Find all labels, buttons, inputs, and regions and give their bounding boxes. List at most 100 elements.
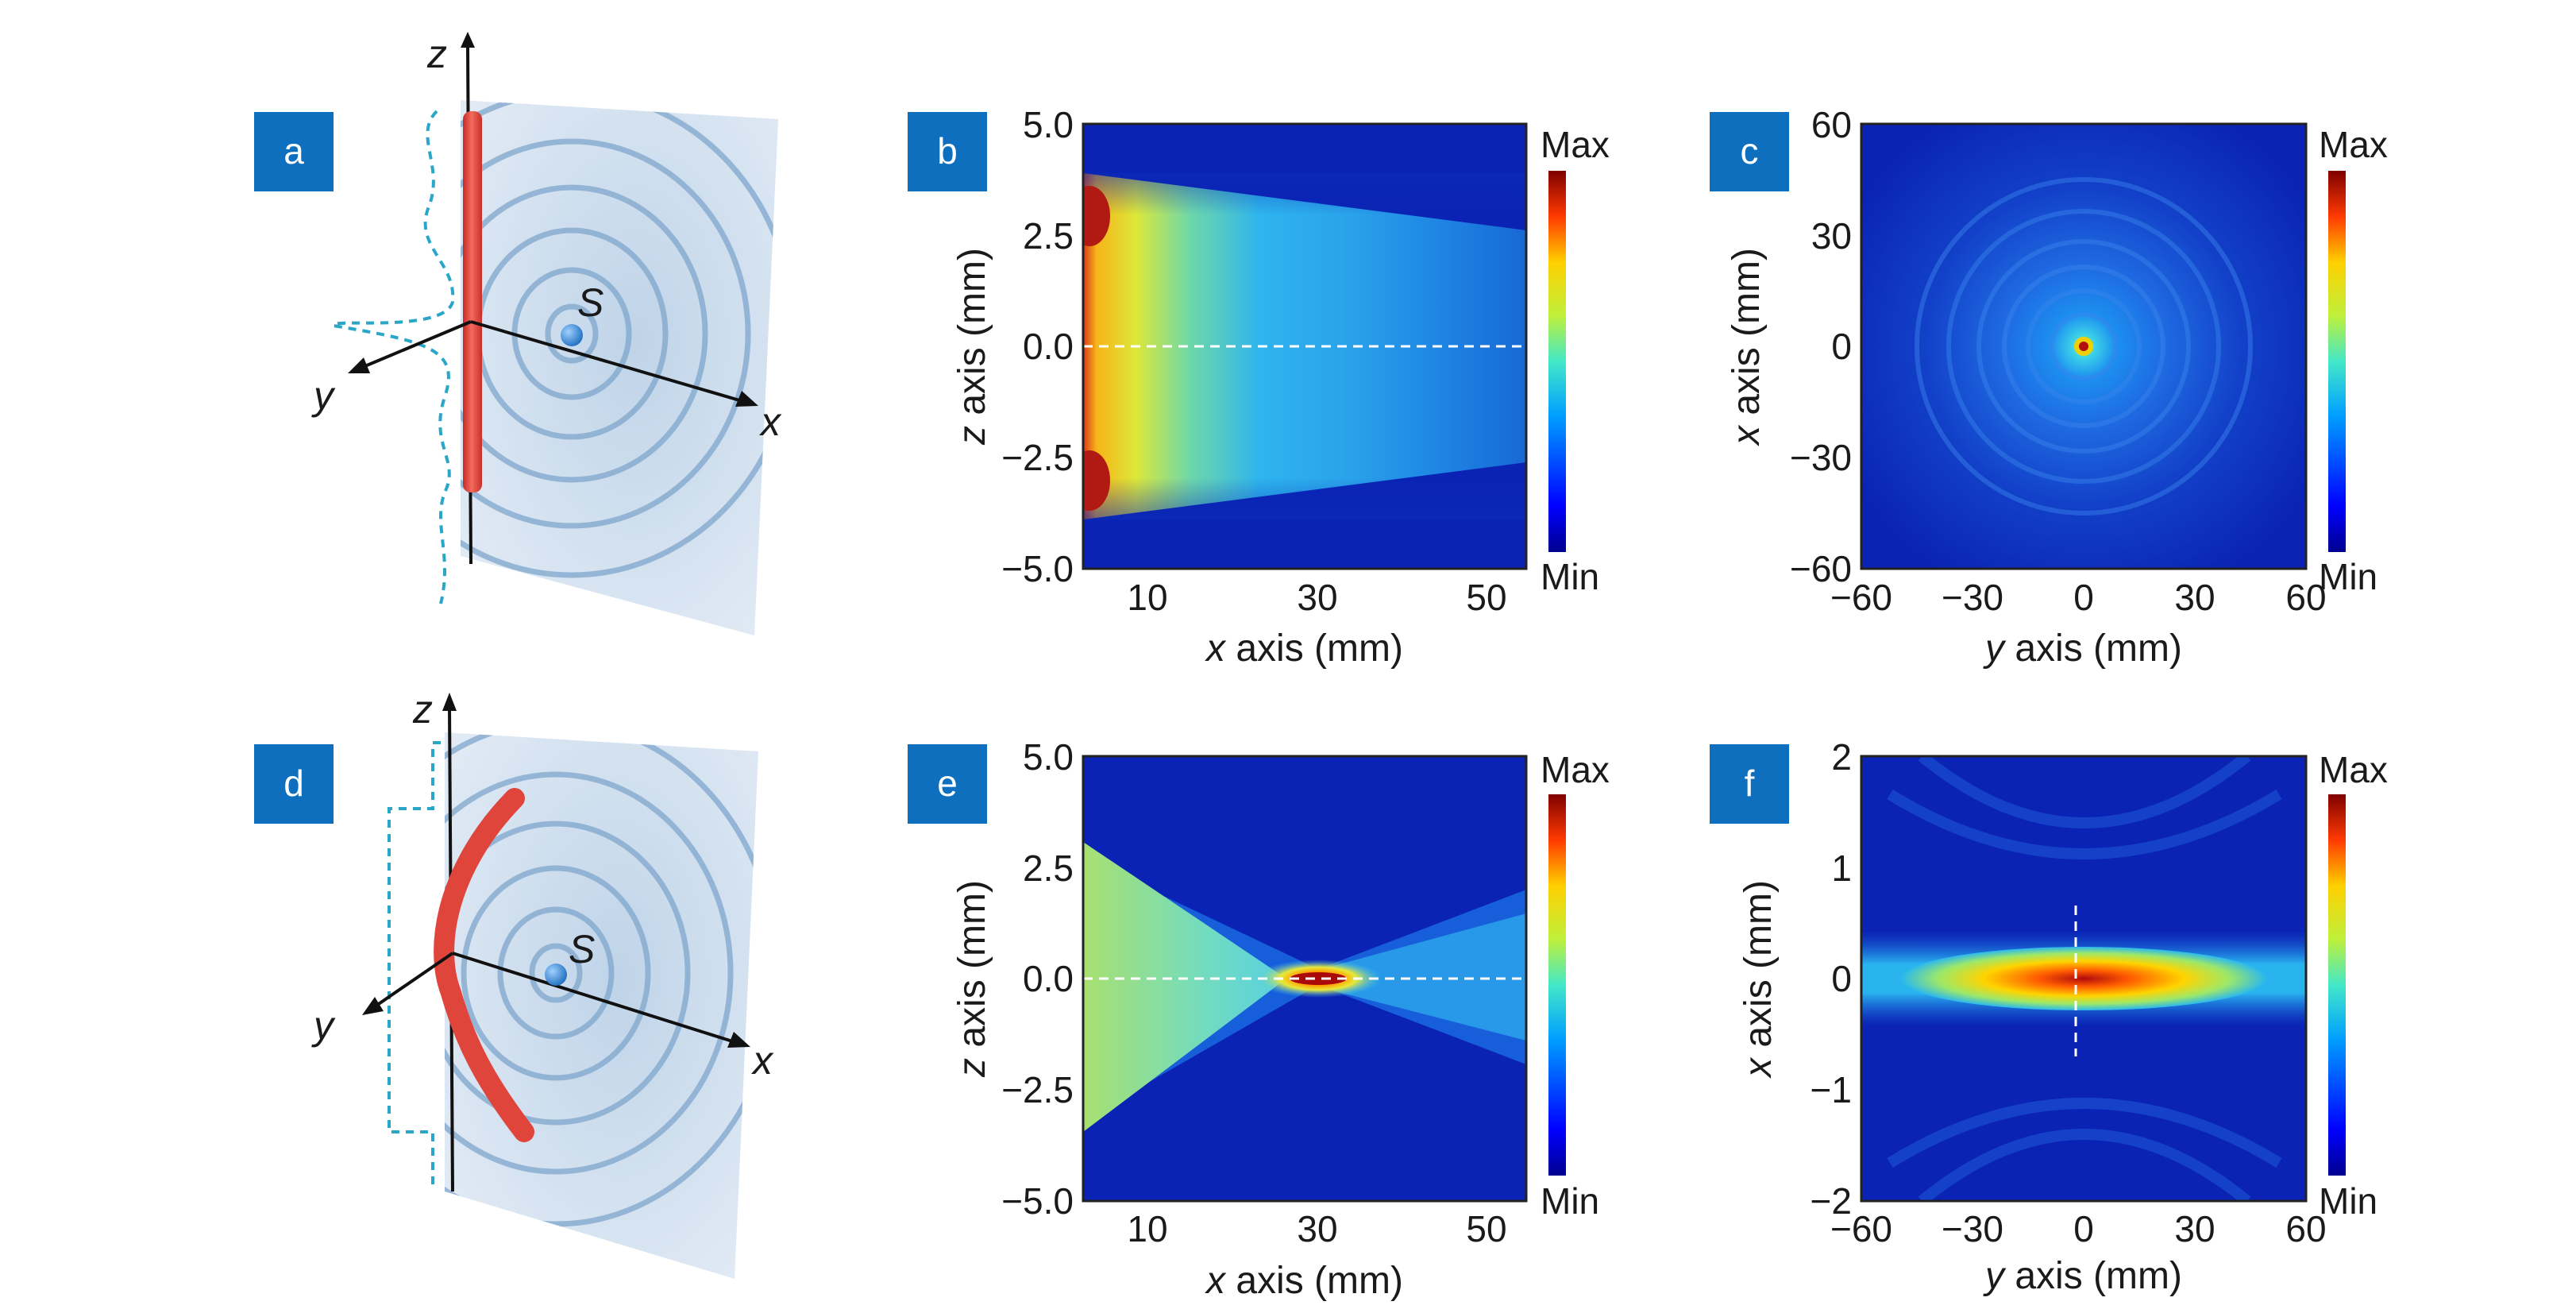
heatmap-e-frame [1082, 755, 1528, 1203]
x-axis-arrowhead-d [727, 1032, 750, 1048]
f-xlabel: y axis (mm) [1983, 1255, 2182, 1297]
panel-d-badge [254, 744, 334, 824]
e-ytick-2: 0.0 [1023, 958, 1074, 999]
axis-x-label-a: x [759, 400, 782, 444]
panel-d-illustration: d z x y S [254, 687, 774, 1279]
panel-a-illustration: a z x y S [254, 32, 782, 635]
colorbar-c [2328, 171, 2346, 552]
c-xtick-4: 60 [2285, 577, 2326, 618]
rod-d [434, 788, 534, 1142]
axis-z-label-a: z [426, 32, 447, 76]
c-xtick-0: −60 [1830, 577, 1892, 618]
panel-b-badge [908, 112, 987, 191]
heatmap-c-frame [1860, 122, 2308, 570]
z-axis-arrowhead-a [461, 32, 475, 48]
c-ytick-1: 30 [1811, 215, 1852, 257]
colorbar-c-max: Max [2319, 124, 2388, 165]
heatmap-b-frame [1082, 122, 1528, 570]
colorbar-e [1548, 794, 1566, 1176]
heatmap-panel-b: b Max Min 5.0 2.5 0.0 −2.5 −5.0 10 30 50… [908, 104, 1610, 670]
panel-c-label: c [1741, 130, 1759, 172]
field-profile-d [388, 741, 441, 1187]
f-xtick-4: 60 [2285, 1208, 2326, 1249]
panel-a-badge [254, 112, 334, 191]
f-ytick-1: 1 [1831, 848, 1852, 889]
c-ytick-4: −60 [1790, 548, 1852, 589]
colorbar-f-max: Max [2319, 749, 2388, 790]
heatmap-b-image [1083, 124, 1526, 569]
b-ytick-1: 2.5 [1023, 215, 1074, 257]
heatmap-f-image [1861, 756, 2306, 1201]
heatmap-panel-f: f Max Min 2 1 0 −1 −2 −60 −30 0 30 60 y … [1710, 736, 2388, 1297]
colorbar-e-max: Max [1541, 749, 1610, 790]
f-ytick-3: −1 [1811, 1069, 1852, 1110]
f-xtick-2: 0 [2073, 1208, 2094, 1249]
x-axis-arrowhead-a [735, 391, 758, 407]
colorbar-b-min: Min [1541, 556, 1599, 597]
panel-e-label: e [937, 763, 958, 804]
panel-f-badge [1710, 744, 1789, 824]
c-ytick-0: 60 [1811, 104, 1852, 145]
panel-e-badge [908, 744, 987, 824]
f-xtick-0: −60 [1830, 1208, 1892, 1249]
axis-y-label-d: y [311, 1003, 336, 1048]
e-ytick-0: 5.0 [1023, 736, 1074, 778]
b-ytick-2: 0.0 [1023, 326, 1074, 367]
heatmap-panel-c: c Max Min 60 30 0 −30 −60 −60 −30 0 30 6… [1710, 104, 2388, 670]
y-axis-d [370, 952, 454, 1010]
y-axis-arrowhead-d [362, 997, 384, 1015]
c-ytick-2: 0 [1831, 326, 1852, 367]
b-ytick-4: −5.0 [1001, 548, 1074, 589]
source-point-d [545, 964, 567, 986]
panel-c-badge [1710, 112, 1789, 191]
source-point-a [561, 324, 583, 346]
b-ytick-0: 5.0 [1023, 104, 1074, 145]
heatmap-c-image [1861, 124, 2306, 569]
panel-f-label: f [1745, 763, 1755, 804]
c-xtick-2: 0 [2073, 577, 2094, 618]
colorbar-b [1548, 171, 1566, 552]
heatmap-panel-e: e Max Min 5.0 2.5 0.0 −2.5 −5.0 10 30 50… [908, 736, 1610, 1302]
b-xtick-0: 10 [1127, 577, 1167, 618]
colorbar-b-max: Max [1541, 124, 1610, 165]
axis-z-label-d: z [412, 687, 433, 732]
source-label-a: S [577, 280, 604, 325]
x-axis-a [470, 320, 751, 405]
panel-b-label: b [937, 130, 958, 172]
y-axis-a [357, 320, 472, 371]
b-ytick-3: −2.5 [1001, 437, 1074, 478]
b-xtick-1: 30 [1297, 577, 1337, 618]
colorbar-f-min: Min [2319, 1180, 2377, 1222]
colorbar-c-min: Min [2319, 556, 2377, 597]
c-ylabel: x axis (mm) [1726, 248, 1768, 446]
f-xtick-3: 30 [2174, 1208, 2215, 1249]
c-xlabel: y axis (mm) [1983, 628, 2182, 670]
wave-ripples-d [445, 732, 758, 1227]
f-ytick-2: 0 [1831, 958, 1852, 999]
axis-y-label-a: y [311, 373, 336, 418]
f-ytick-0: 2 [1831, 736, 1852, 778]
panel-d-label: d [283, 763, 304, 804]
e-xtick-0: 10 [1127, 1208, 1167, 1249]
source-label-d: S [569, 927, 595, 971]
e-xlabel: x axis (mm) [1205, 1260, 1403, 1302]
f-ytick-4: −2 [1811, 1180, 1852, 1222]
b-xtick-2: 50 [1466, 577, 1506, 618]
field-profile-a [331, 110, 455, 604]
e-ytick-4: −5.0 [1001, 1180, 1074, 1222]
c-xtick-1: −30 [1942, 577, 2003, 618]
e-xtick-1: 30 [1297, 1208, 1337, 1249]
heatmap-f-frame [1860, 755, 2308, 1203]
f-ylabel: x axis (mm) [1737, 880, 1780, 1079]
rod-a [463, 111, 482, 492]
y-axis-arrowhead-a [348, 357, 370, 373]
colorbar-e-min: Min [1541, 1180, 1599, 1222]
axis-x-label-d: x [751, 1038, 774, 1083]
c-xtick-3: 30 [2174, 577, 2215, 618]
colorbar-f [2328, 794, 2346, 1176]
e-ytick-3: −2.5 [1001, 1069, 1074, 1110]
e-ylabel: z axis (mm) [951, 880, 993, 1078]
x-axis-d [452, 952, 743, 1046]
b-xlabel: x axis (mm) [1205, 628, 1403, 670]
